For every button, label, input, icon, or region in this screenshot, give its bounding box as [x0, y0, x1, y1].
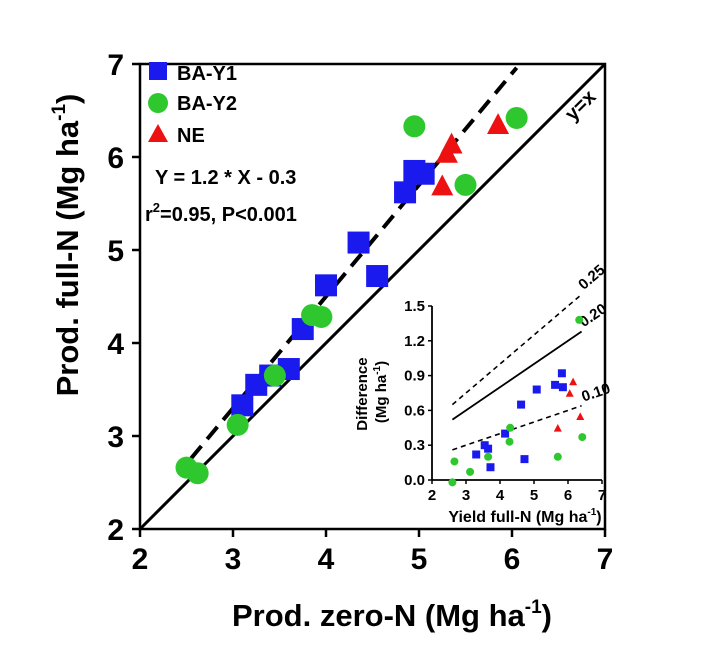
- inset-ratio-line-0.25: [451, 293, 583, 406]
- inset-point: [553, 424, 562, 432]
- inset-series-ba-y1: [472, 369, 567, 472]
- inset-y-tick-label: 0.0: [404, 472, 425, 489]
- inset-point: [575, 315, 584, 324]
- identity-line: [138, 62, 607, 531]
- legend-marker-ne: [148, 124, 168, 142]
- legend: BA-Y1 BA-Y2 NE: [148, 62, 237, 147]
- inset-y-tick-label: 0.9: [404, 368, 425, 385]
- inset-point: [466, 467, 475, 476]
- inset-x-tick-label: 2: [428, 487, 436, 504]
- main-y-tick-label: 3: [107, 421, 124, 454]
- main-x-axis-label: Prod. zero-N (Mg ha-1): [232, 597, 552, 633]
- inset-y-tick-label: 1.5: [404, 298, 425, 315]
- inset-point: [569, 377, 578, 386]
- inset-point: [505, 437, 514, 446]
- inset-y-tick-label: 0.6: [404, 402, 425, 419]
- main-x-tick-label: 6: [504, 543, 521, 576]
- main-point: [263, 364, 286, 387]
- main-y-axis-label: Prod. full-N (Mg ha-1): [49, 94, 85, 397]
- main-y-tick-label: 6: [107, 142, 124, 175]
- inset-point: [553, 452, 562, 461]
- main-point: [231, 394, 254, 417]
- legend-label-ne: NE: [177, 125, 205, 147]
- main-point: [403, 115, 426, 138]
- inset-point: [450, 457, 459, 466]
- main-x-tick-label: 4: [318, 543, 335, 576]
- main-x-tick-label: 5: [411, 543, 428, 576]
- inset-x-axis-label: Yield full-N (Mg ha-1): [448, 507, 601, 526]
- inset-point: [558, 383, 567, 392]
- main-point: [366, 265, 389, 288]
- main-point: [226, 413, 249, 436]
- inset-ticks: 2 3 4 5 6 7 0.0 0.3 0.6 0.9 1.2 1.5: [404, 298, 606, 504]
- main-y-tick-label: 2: [107, 514, 124, 547]
- inset-ratio-label: 0.25: [575, 262, 608, 294]
- main-ticks: 2 3 4 5 6 7 2 3 4 5 6 7: [107, 49, 613, 576]
- inset-point: [484, 444, 493, 453]
- main-point: [505, 106, 528, 129]
- main-plot: 2 3 4 5 6 7 2 3 4 5 6 7 Prod. zero-N (Mg ha-1) Prod…: [49, 49, 613, 633]
- inset-ratio-line-0.20: [451, 330, 583, 421]
- main-series-ba-y2: [175, 106, 528, 485]
- inset-x-tick-label: 4: [496, 487, 505, 504]
- inset-plot-background: [432, 306, 602, 480]
- inset-point: [448, 478, 457, 487]
- inset-point: [551, 380, 560, 389]
- inset-point: [472, 450, 481, 459]
- fit-statistics: r2=0.95, P<0.001: [145, 200, 297, 226]
- main-y-tick-label: 4: [107, 328, 124, 361]
- main-x-tick-label: 2: [132, 543, 149, 576]
- inset-y-tick-label: 1.2: [404, 333, 425, 350]
- inset-plot: 2 3 4 5 6 70.00.30.60.91.21.5 0.250.200.10 Yi…: [354, 262, 613, 526]
- inset-point: [506, 423, 515, 432]
- inset-series-ne: [553, 377, 585, 432]
- main-point: [454, 173, 477, 196]
- main-point: [186, 462, 209, 485]
- main-x-tick-label: 7: [597, 543, 614, 576]
- legend-marker-ba-y1: [149, 62, 167, 80]
- main-x-tick-label: 3: [225, 543, 242, 576]
- inset-point: [486, 463, 495, 472]
- main-plot-frame: [138, 62, 607, 531]
- main-point: [310, 305, 333, 328]
- inset-x-tick-label: 5: [530, 487, 538, 504]
- legend-label-ba-y2: BA-Y2: [177, 93, 237, 115]
- inset-point: [578, 433, 587, 442]
- main-marks: [175, 106, 528, 485]
- main-point: [315, 274, 337, 297]
- main-point: [347, 231, 370, 254]
- inset-point: [565, 389, 574, 397]
- main-y-tick-label: 7: [107, 49, 124, 82]
- main-series-ne: [431, 113, 510, 196]
- main-point: [412, 162, 435, 185]
- legend-label-ba-y1: BA-Y1: [177, 63, 237, 85]
- inset-x-tick-label: 3: [462, 487, 470, 504]
- inset-ratio-line-0.10: [452, 405, 582, 451]
- main-point: [487, 113, 510, 134]
- inset-point: [532, 385, 541, 394]
- inset-marks: [448, 315, 587, 487]
- inset-x-tick-label: 6: [564, 487, 572, 504]
- inset-y-tick-label: 0.3: [404, 437, 425, 454]
- main-point: [431, 174, 454, 196]
- inset-x-tick-label: 7: [598, 487, 606, 504]
- main-y-tick-label: 5: [107, 235, 124, 268]
- inset-point: [484, 452, 493, 461]
- identity-line-label: y=x: [561, 86, 601, 126]
- legend-marker-ba-y2: [148, 93, 168, 113]
- fit-equation: Y = 1.2 * X - 0.3: [155, 167, 296, 189]
- inset-point: [501, 429, 510, 438]
- inset-y-axis-label: Difference (Mg ha-1): [354, 353, 390, 431]
- main-point: [394, 181, 417, 204]
- inset-point: [520, 455, 529, 464]
- main-point: [440, 132, 463, 154]
- inset-series-ba-y2: [448, 315, 587, 487]
- inset-point: [517, 400, 526, 409]
- inset-point: [576, 412, 585, 420]
- inset-point: [557, 369, 566, 378]
